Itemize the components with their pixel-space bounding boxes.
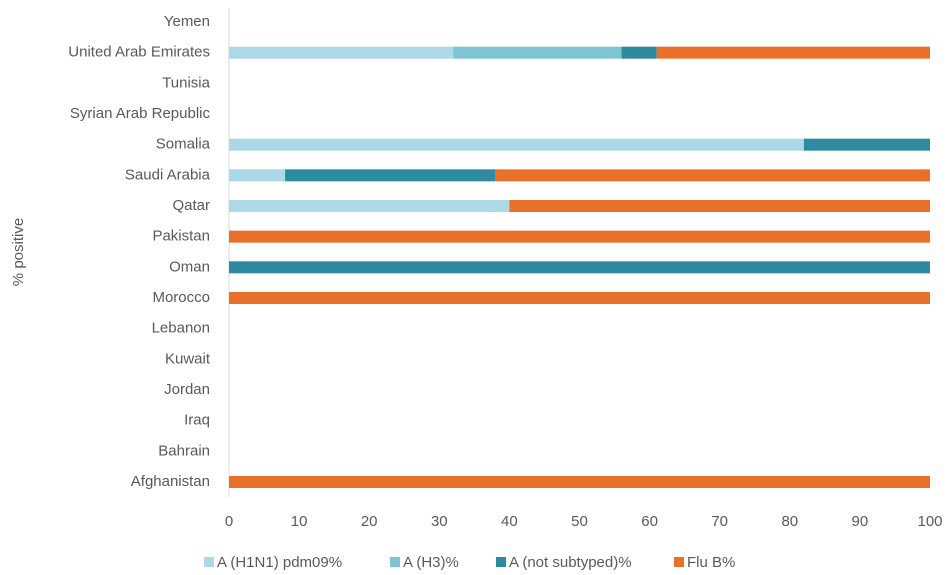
bar-segment xyxy=(229,169,286,182)
x-tick-label: 70 xyxy=(711,513,728,530)
x-tick-label: 80 xyxy=(781,513,798,530)
bar-segment xyxy=(229,230,930,243)
legend-label: Flu B% xyxy=(687,554,735,571)
bar-segment xyxy=(803,138,930,151)
y-tick-label: Bahrain xyxy=(158,442,210,459)
y-tick-label: Afghanistan xyxy=(131,473,210,490)
x-tick-label: 0 xyxy=(225,513,233,530)
legend-swatch xyxy=(204,557,214,567)
x-tick-label: 40 xyxy=(501,513,518,530)
legend-swatch xyxy=(674,557,684,567)
x-tick-label: 30 xyxy=(431,513,448,530)
bar-segment xyxy=(229,46,454,59)
y-tick-label: Somalia xyxy=(156,136,211,153)
bar-segment xyxy=(656,46,930,59)
y-tick-label: United Arab Emirates xyxy=(68,44,210,61)
legend-label: A (not subtyped)% xyxy=(509,554,632,571)
y-tick-label: Jordan xyxy=(164,381,210,398)
y-tick-label: Iraq xyxy=(184,412,210,429)
bar-segment xyxy=(453,46,622,59)
y-tick-label: Qatar xyxy=(172,197,210,214)
legend-swatch xyxy=(390,557,400,567)
x-tick-label: 60 xyxy=(641,513,658,530)
y-tick-label: Kuwait xyxy=(165,350,211,367)
legend-label: A (H3)% xyxy=(403,554,459,571)
y-tick-label: Yemen xyxy=(164,13,210,30)
bar-segment xyxy=(229,138,804,151)
x-tick-label: 50 xyxy=(571,513,588,530)
bar-segment xyxy=(229,476,930,488)
y-tick-label: Syrian Arab Republic xyxy=(70,105,211,122)
bar-segment xyxy=(229,261,930,274)
y-tick-label: Tunisia xyxy=(162,74,210,91)
bar-segment xyxy=(229,200,510,212)
y-tick-label: Saudi Arabia xyxy=(125,166,211,183)
y-tick-label: Oman xyxy=(169,258,210,275)
legend-swatch xyxy=(496,557,506,567)
y-tick-label: Pakistan xyxy=(152,228,210,245)
legend-label: A (H1N1) pdm09% xyxy=(217,554,342,571)
x-tick-label: 100 xyxy=(917,513,942,530)
y-axis-label: % positive xyxy=(10,218,27,286)
x-tick-label: 20 xyxy=(361,513,378,530)
bar-segment xyxy=(229,292,930,304)
x-tick-label: 90 xyxy=(852,513,869,530)
bar-segment xyxy=(285,169,496,182)
y-tick-label: Morocco xyxy=(152,289,210,306)
bar-segment xyxy=(621,46,657,59)
bar-segment xyxy=(495,169,930,182)
y-tick-label: Lebanon xyxy=(152,320,210,337)
x-tick-label: 10 xyxy=(291,513,308,530)
bar-segment xyxy=(509,200,930,212)
